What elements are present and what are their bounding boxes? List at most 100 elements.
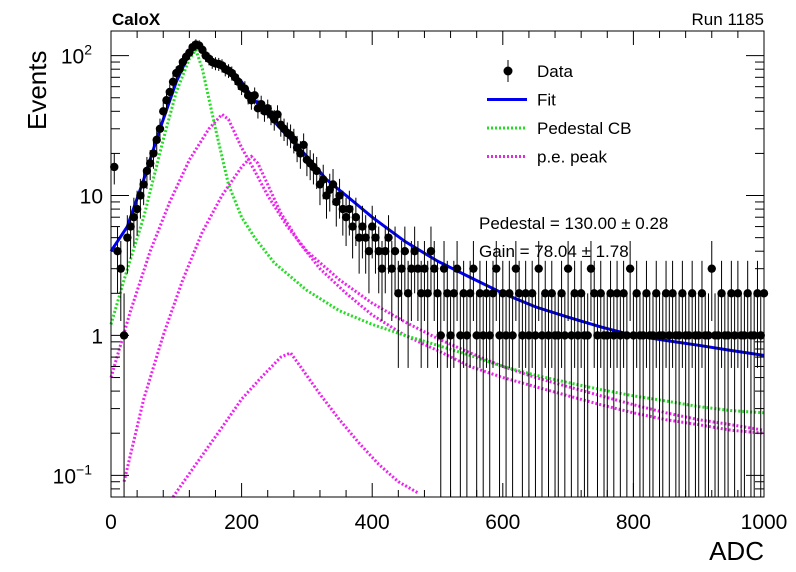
data-point [576, 260, 586, 368]
data-point [397, 240, 406, 322]
data-points-layer [110, 39, 769, 497]
data-point [126, 205, 135, 259]
data-point [423, 260, 432, 368]
pe-peak-curve-3 [171, 351, 419, 498]
data-point [250, 87, 259, 105]
data-point [387, 240, 396, 322]
data-point [394, 260, 403, 368]
data-point [459, 260, 468, 368]
x-tick-label: 600 [485, 511, 520, 534]
data-point [443, 260, 452, 368]
data-point [603, 293, 612, 497]
data-point [413, 240, 423, 322]
data-point [364, 226, 374, 294]
y-tick-label: 10 [80, 186, 103, 209]
x-tick-label: 800 [616, 511, 651, 534]
data-point [593, 293, 602, 497]
data-point [410, 226, 419, 294]
data-point [149, 141, 158, 169]
data-point [420, 240, 429, 322]
data-point [678, 260, 687, 368]
data-point [674, 293, 684, 497]
data-point [361, 215, 370, 274]
data-point [132, 190, 142, 236]
data-point [162, 92, 171, 110]
data-point [501, 293, 511, 497]
x-axis-label: ADC [709, 536, 764, 566]
data-point [609, 293, 619, 497]
data-point [416, 260, 426, 368]
data-point [625, 240, 635, 322]
data-point [390, 226, 400, 294]
data-point [446, 293, 455, 497]
y-axis-label: Events [22, 51, 52, 131]
fit-stat-line: Gain = 78.04 ± 1.78 [479, 242, 629, 261]
data-point [606, 260, 615, 368]
legend-entry: Data [503, 60, 573, 82]
data-point [524, 293, 534, 497]
axes-layer: 0 200 400 600 800 1000 102 10 1 10−1 [53, 31, 787, 534]
data-point [400, 226, 410, 294]
data-point [733, 260, 743, 368]
legend: Data Fit Pedestal CB p.e. peak [487, 60, 632, 167]
data-point [668, 260, 677, 368]
data-point [407, 240, 416, 322]
legend-entry: p.e. peak [487, 148, 607, 167]
run-label: Run 1185 [692, 10, 764, 29]
x-tick-label: 400 [355, 511, 390, 534]
data-point [155, 118, 165, 142]
legend-entry: Fit [487, 91, 556, 110]
data-point [567, 293, 576, 497]
pe-peak-curve-1 [109, 112, 765, 432]
data-point [492, 240, 501, 322]
data-point [661, 260, 671, 368]
legend-label: Pedestal CB [537, 119, 632, 138]
data-point [110, 153, 119, 185]
fit-stats: Pedestal = 130.00 ± 0.28 Gain = 78.04 ± 1… [479, 214, 668, 261]
data-point [462, 293, 472, 497]
data-point [335, 178, 344, 219]
data-point [273, 105, 282, 126]
data-point [541, 260, 550, 368]
data-point [612, 260, 622, 368]
data-point [697, 260, 707, 368]
data-point [586, 240, 596, 322]
data-point [403, 260, 413, 368]
data-point [632, 260, 641, 368]
data-point [534, 240, 543, 322]
data-point [707, 240, 716, 322]
data-point [469, 240, 478, 322]
data-point [348, 205, 357, 259]
data-point [723, 293, 733, 497]
data-point [328, 169, 338, 206]
data-point [436, 293, 445, 497]
data-point [479, 293, 488, 497]
pedestal-cb-curve [109, 46, 765, 415]
data-point [452, 240, 462, 322]
data-point [694, 293, 703, 497]
data-point [563, 240, 573, 322]
data-point [374, 226, 383, 294]
data-point [472, 293, 481, 497]
data-point [159, 102, 168, 122]
data-point [498, 260, 507, 368]
data-point [521, 260, 530, 368]
data-point [570, 260, 579, 368]
data-point [730, 293, 739, 497]
data-point [139, 169, 148, 206]
data-point [518, 293, 527, 497]
data-point [714, 293, 723, 497]
data-point [652, 260, 661, 368]
data-point [488, 260, 498, 368]
data-point [557, 260, 566, 368]
data-point [430, 240, 439, 322]
data-point [531, 293, 540, 497]
y-tick-label: 102 [61, 42, 92, 69]
pe-peak-curve-2 [122, 154, 765, 483]
data-point [358, 205, 367, 259]
data-point [371, 215, 380, 274]
data-point [152, 128, 161, 154]
data-point [175, 62, 184, 77]
data-point [687, 260, 697, 368]
